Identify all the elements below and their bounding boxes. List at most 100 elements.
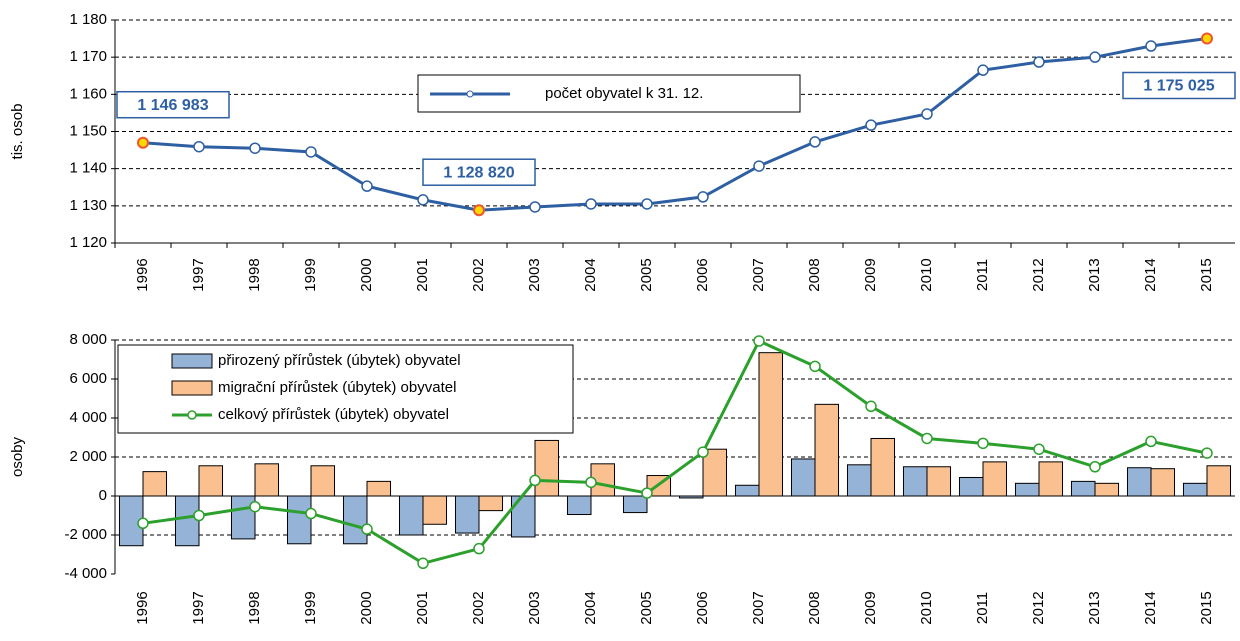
point bbox=[697, 191, 709, 203]
bar bbox=[366, 480, 392, 497]
x-tick-label: 2005 bbox=[638, 258, 655, 291]
x-tick-label: 1999 bbox=[302, 258, 319, 291]
bar bbox=[310, 465, 336, 497]
bar bbox=[958, 476, 984, 497]
x-tick-label: 2004 bbox=[582, 591, 599, 624]
point bbox=[809, 136, 821, 148]
bar bbox=[422, 495, 448, 525]
point bbox=[249, 142, 261, 154]
data-label: 1 175 025 bbox=[1143, 78, 1214, 95]
point bbox=[641, 198, 653, 210]
x-tick-label: 2003 bbox=[526, 258, 543, 291]
x-tick-label: 2011 bbox=[974, 592, 991, 624]
point bbox=[305, 146, 317, 158]
bar bbox=[454, 495, 480, 534]
x-tick-label: 2001 bbox=[414, 591, 431, 624]
annotation-box bbox=[422, 158, 536, 186]
bar bbox=[926, 466, 952, 497]
bar bbox=[870, 437, 896, 497]
y-axis-label: osoby bbox=[9, 436, 26, 477]
x-tick-label: 2004 bbox=[582, 258, 599, 291]
point bbox=[1089, 461, 1101, 473]
x-tick-label: 2014 bbox=[1142, 258, 1159, 291]
point bbox=[865, 119, 877, 131]
legend-label: počet obyvatel k 31. 12. bbox=[545, 85, 703, 102]
bar bbox=[1038, 461, 1064, 497]
x-tick-label: 1998 bbox=[246, 591, 263, 624]
x-tick-label: 1996 bbox=[134, 591, 151, 624]
point bbox=[1089, 51, 1101, 63]
x-tick-label: 2013 bbox=[1086, 258, 1103, 291]
point bbox=[193, 140, 205, 153]
y-tick-label: 1 140 bbox=[69, 160, 107, 177]
point bbox=[305, 507, 317, 520]
point bbox=[1033, 56, 1045, 68]
bar bbox=[174, 495, 200, 547]
point bbox=[1145, 40, 1157, 52]
point bbox=[1033, 443, 1045, 455]
bar bbox=[1206, 465, 1232, 497]
bar bbox=[790, 458, 816, 497]
y-tick-label: 1 120 bbox=[69, 234, 107, 251]
point bbox=[753, 335, 765, 347]
x-tick-label: 2007 bbox=[750, 591, 767, 624]
x-tick-label: 2006 bbox=[694, 258, 711, 291]
annotation-box bbox=[116, 90, 230, 119]
bar bbox=[342, 495, 368, 545]
point bbox=[1201, 447, 1213, 459]
x-tick-label: 2010 bbox=[918, 258, 935, 291]
legend-label: přirozený přírůstek (úbytek) obyvatel bbox=[218, 352, 461, 369]
y-tick-label: 1 170 bbox=[69, 48, 107, 65]
x-tick-label: 1997 bbox=[190, 258, 207, 291]
point bbox=[249, 500, 261, 513]
x-tick-label: 2011 bbox=[974, 259, 991, 291]
data-label: 1 146 983 bbox=[137, 97, 208, 114]
y-tick-label: 1 130 bbox=[69, 197, 107, 214]
x-tick-label: 2012 bbox=[1030, 591, 1047, 624]
point bbox=[361, 523, 373, 535]
legend-swatch bbox=[171, 353, 213, 369]
point bbox=[473, 542, 485, 555]
bar bbox=[982, 461, 1008, 497]
point bbox=[977, 64, 989, 76]
point bbox=[529, 474, 541, 487]
x-tick-label: 1997 bbox=[190, 591, 207, 624]
legend-marker bbox=[187, 410, 197, 420]
y-tick-label: -2 000 bbox=[64, 526, 107, 543]
x-tick-label: 2013 bbox=[1086, 591, 1103, 624]
x-tick-label: 2005 bbox=[638, 591, 655, 624]
x-tick-label: 1999 bbox=[302, 591, 319, 624]
point bbox=[137, 517, 149, 530]
point bbox=[865, 400, 877, 413]
point bbox=[753, 160, 765, 172]
x-tick-label: 2002 bbox=[470, 591, 487, 624]
point bbox=[1201, 32, 1213, 45]
x-tick-label: 2012 bbox=[1030, 258, 1047, 291]
point bbox=[585, 198, 597, 210]
x-tick-label: 2009 bbox=[862, 258, 879, 291]
x-tick-label: 1996 bbox=[134, 258, 151, 291]
point bbox=[529, 201, 541, 213]
bar bbox=[902, 466, 928, 497]
point bbox=[921, 108, 933, 120]
point bbox=[585, 476, 597, 489]
bar bbox=[254, 463, 280, 497]
bar bbox=[566, 495, 592, 516]
bar bbox=[678, 495, 704, 499]
point bbox=[361, 180, 373, 192]
bar bbox=[478, 495, 504, 512]
bar bbox=[286, 495, 312, 545]
y-tick-label: -4 000 bbox=[64, 565, 107, 582]
x-tick-label: 2001 bbox=[414, 258, 431, 291]
point bbox=[1145, 435, 1157, 448]
point bbox=[137, 136, 149, 149]
x-tick-label: 2009 bbox=[862, 591, 879, 624]
x-tick-label: 2015 bbox=[1198, 258, 1215, 291]
line bbox=[142, 37, 1208, 212]
line bbox=[142, 339, 1208, 565]
y-tick-label: 8 000 bbox=[69, 331, 107, 348]
bar bbox=[198, 465, 224, 497]
y-tick-label: 1 180 bbox=[69, 11, 107, 28]
x-tick-label: 2006 bbox=[694, 591, 711, 624]
